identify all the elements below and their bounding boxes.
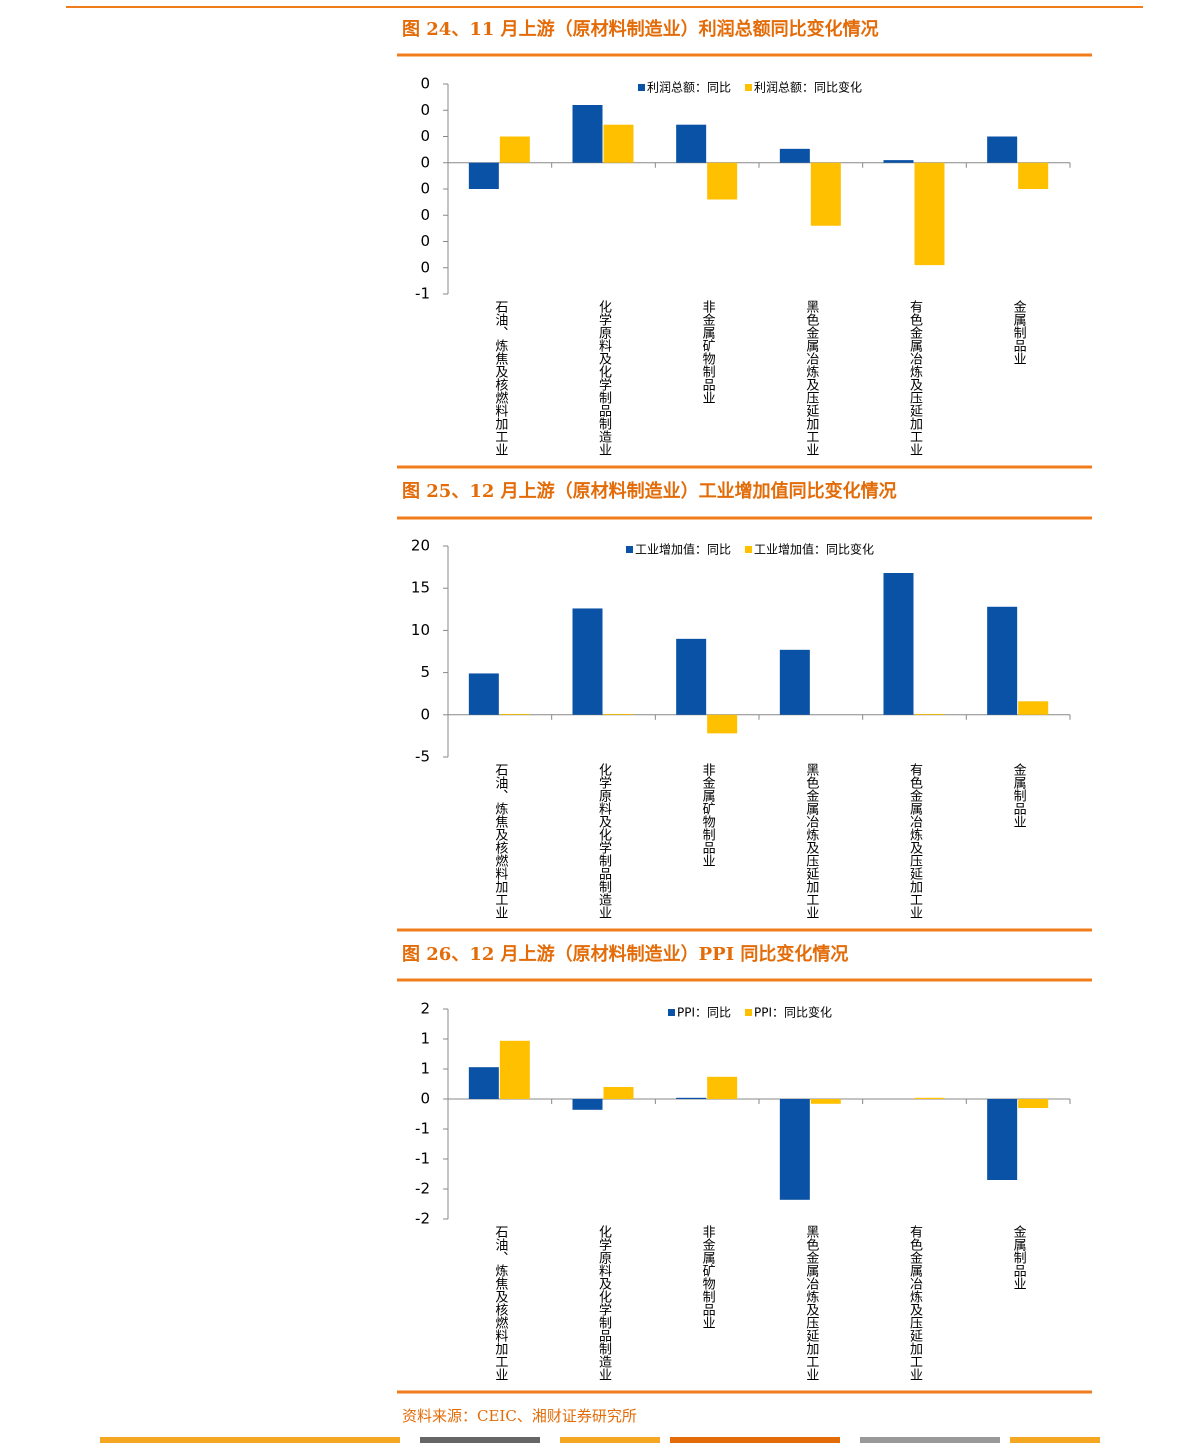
bar [810, 162, 841, 226]
bar [779, 148, 810, 163]
legend-swatch [745, 546, 752, 553]
y-tick-label: -1 [415, 1150, 430, 1168]
y-tick-label: 0 [420, 206, 430, 224]
bar [883, 573, 914, 715]
legend-label: PPI：同比变化 [754, 1005, 832, 1020]
x-tick-label: 化学原料及化学制品制造业 [596, 300, 612, 456]
y-tick-label: 0 [420, 1090, 430, 1108]
x-tick-label: 金属制品业 [1011, 762, 1027, 828]
y-tick-label: 5 [420, 663, 430, 681]
bar [603, 713, 634, 715]
bar [987, 136, 1018, 163]
y-tick-label: -2 [415, 1180, 430, 1198]
bar [572, 105, 603, 163]
bar [987, 1099, 1018, 1180]
bar [676, 638, 707, 715]
legend-label: PPI：同比 [677, 1006, 731, 1020]
y-tick-label: 2 [420, 1000, 430, 1018]
y-tick-label: -5 [415, 748, 430, 766]
x-tick-label: 石油、炼焦及核燃料加工业 [492, 300, 508, 456]
bar [707, 1076, 738, 1099]
chart-title: 图 25、12 月上游（原材料制造业）工业增加值同比变化情况 [402, 480, 897, 502]
bar [883, 160, 914, 163]
y-tick-label: -1 [415, 1120, 430, 1138]
x-tick-label: 非金属矿物制品业 [700, 1225, 716, 1329]
y-tick-label: -2 [415, 1210, 430, 1228]
y-tick-label: 1 [420, 1060, 430, 1078]
y-tick-label: 0 [420, 258, 430, 276]
bar [779, 1099, 810, 1200]
legend-swatch [745, 84, 752, 91]
legend-swatch [637, 84, 645, 91]
x-tick-label: 化学原料及化学制品制造业 [596, 1225, 612, 1381]
x-tick-label: 黑色金属冶炼及压延加工业 [803, 763, 819, 919]
bar [603, 1087, 634, 1099]
bar [676, 124, 707, 163]
x-tick-label: 黑色金属冶炼及压延加工业 [803, 300, 819, 456]
bar [914, 1097, 945, 1099]
legend-label: 工业增加值：同比变化 [754, 542, 874, 557]
y-tick-label: 0 [420, 705, 430, 723]
y-tick-label: 15 [411, 579, 430, 597]
legend-label: 利润总额：同比变化 [754, 80, 862, 95]
bar [987, 606, 1018, 715]
legend-label: 利润总额：同比 [647, 81, 731, 95]
bar [499, 713, 530, 715]
bar [1018, 701, 1049, 715]
x-tick-label: 金属制品业 [1011, 1224, 1027, 1290]
chart-title: 图 26、12 月上游（原材料制造业）PPI 同比变化情况 [402, 943, 848, 965]
y-tick-label: 1 [420, 1030, 430, 1048]
bar [468, 162, 499, 189]
bar [603, 124, 634, 163]
bar [572, 608, 603, 715]
legend-swatch [625, 546, 633, 553]
source: 资料来源：CEIC、湘财证券研究所 [402, 1407, 637, 1425]
bar [499, 136, 530, 163]
legend-label: 工业增加值：同比 [635, 542, 731, 557]
legend-swatch [745, 1009, 752, 1016]
bar [914, 162, 945, 266]
x-tick-label: 有色金属冶炼及压延加工业 [907, 763, 923, 919]
x-tick-label: 化学原料及化学制品制造业 [596, 763, 612, 919]
y-tick-label: -1 [415, 285, 430, 303]
bar [707, 714, 738, 734]
y-tick-label: 0 [420, 153, 430, 171]
y-tick-label: 10 [411, 621, 430, 639]
chart-title: 图 24、11 月上游（原材料制造业）利润总额同比变化情况 [402, 18, 879, 40]
bar [572, 1099, 603, 1110]
y-tick-label: 0 [420, 180, 430, 198]
bar [676, 1097, 707, 1099]
x-tick-label: 非金属矿物制品业 [700, 300, 716, 404]
bar [810, 1099, 841, 1104]
bar [1018, 162, 1049, 189]
x-tick-label: 石油、炼焦及核燃料加工业 [492, 1225, 508, 1381]
y-tick-label: 0 [420, 75, 430, 93]
bar [499, 1040, 530, 1099]
bar [707, 162, 738, 200]
footer-band [100, 1437, 1100, 1443]
bar [1018, 1099, 1049, 1108]
bar [914, 713, 945, 715]
bar [779, 649, 810, 715]
x-tick-label: 有色金属冶炼及压延加工业 [907, 300, 923, 456]
y-tick-label: 0 [420, 127, 430, 145]
y-tick-label: 0 [420, 101, 430, 119]
y-tick-label: 0 [420, 232, 430, 250]
x-tick-label: 石油、炼焦及核燃料加工业 [492, 763, 508, 919]
bar [468, 673, 499, 715]
y-tick-label: 20 [411, 537, 430, 555]
x-tick-label: 非金属矿物制品业 [700, 763, 716, 867]
x-tick-label: 金属制品业 [1011, 299, 1027, 365]
bar [468, 1067, 499, 1099]
x-tick-label: 有色金属冶炼及压延加工业 [907, 1225, 923, 1381]
legend-swatch [667, 1009, 675, 1016]
x-tick-label: 黑色金属冶炼及压延加工业 [803, 1225, 819, 1381]
